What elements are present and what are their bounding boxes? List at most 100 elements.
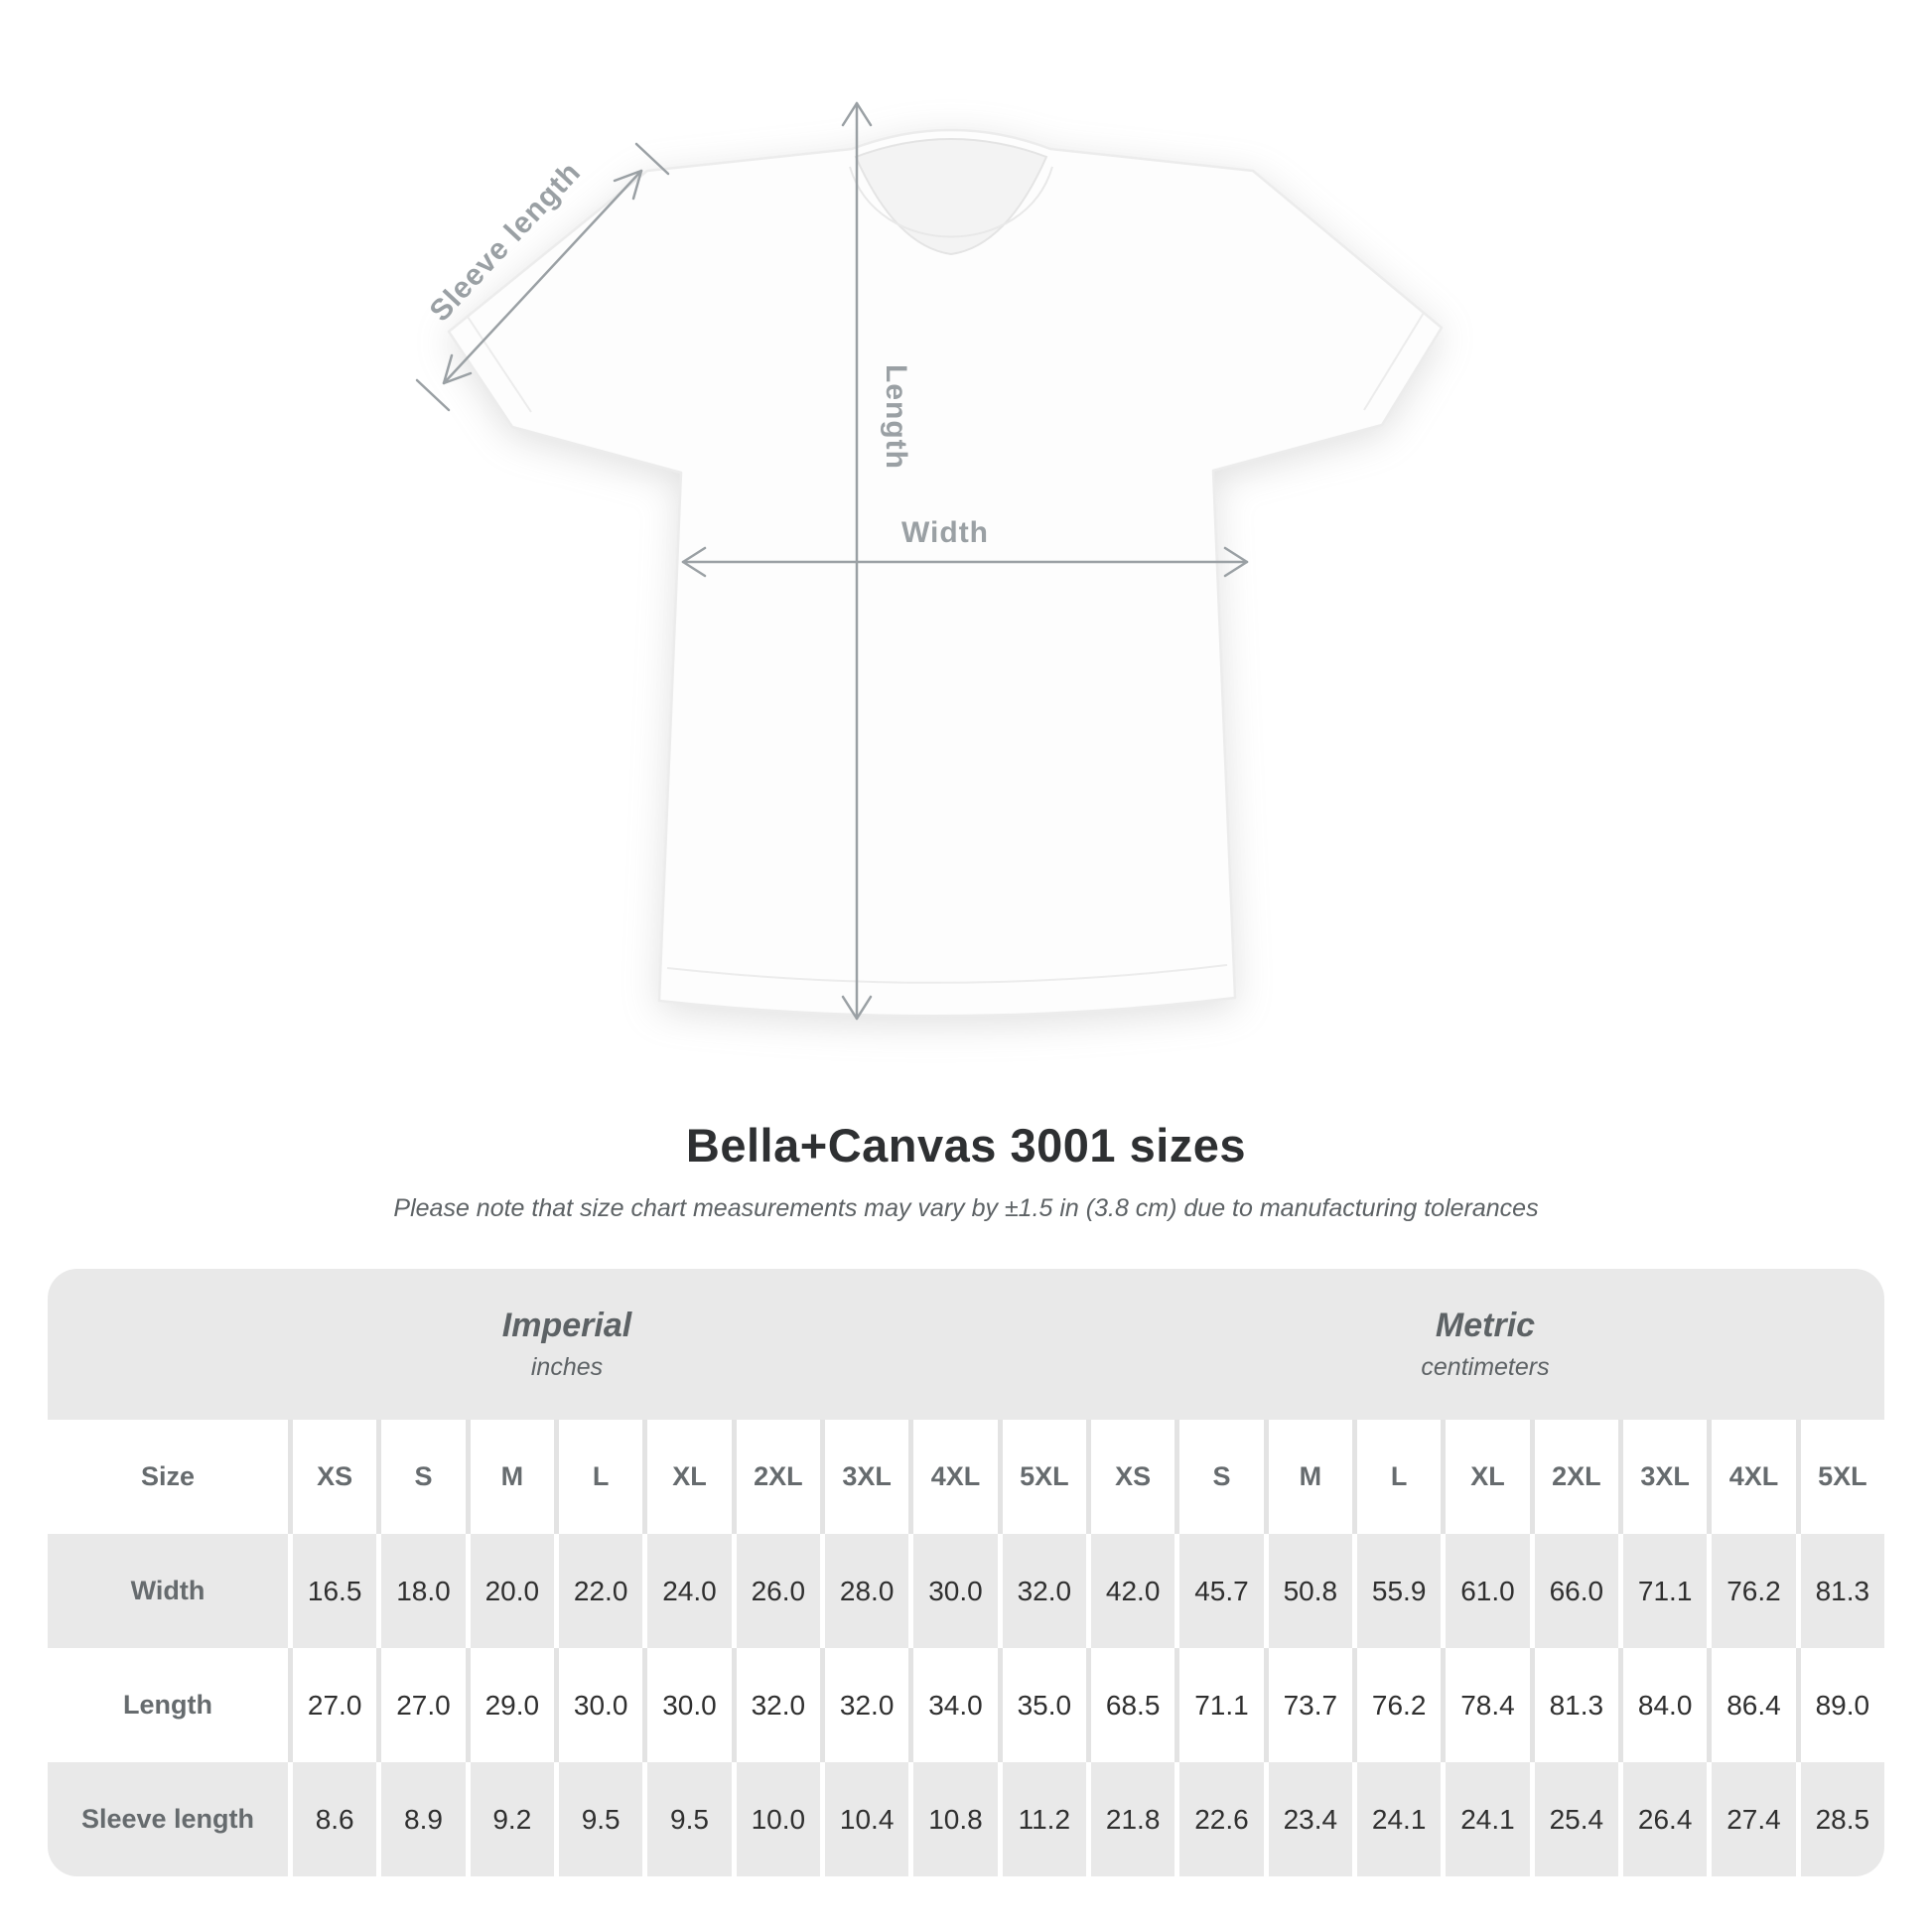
value-cell-metric: 42.0 [1086, 1534, 1175, 1648]
value-cell-imperial: 20.0 [465, 1534, 554, 1648]
value-cell-metric: 45.7 [1174, 1534, 1264, 1648]
size-header-imperial: XL [642, 1420, 731, 1534]
value-cell-metric: 89.0 [1795, 1648, 1884, 1762]
value-cell-metric: 24.1 [1352, 1762, 1442, 1876]
value-cell-imperial: 9.5 [554, 1762, 643, 1876]
value-cell-metric: 28.5 [1795, 1762, 1884, 1876]
length-row-label: Length [123, 1690, 212, 1720]
size-header-metric: L [1352, 1420, 1441, 1534]
value-cell-metric: 81.3 [1529, 1648, 1618, 1762]
value-cell-metric: 66.0 [1529, 1534, 1618, 1648]
width-row-label: Width [48, 1534, 288, 1648]
tolerance-note: Please note that size chart measurements… [393, 1194, 1539, 1222]
value-cell-metric: 26.4 [1618, 1762, 1708, 1876]
value-cell-metric: 55.9 [1352, 1534, 1442, 1648]
value-cell-imperial: 10.0 [731, 1762, 820, 1876]
value-cell-metric: 23.4 [1263, 1762, 1352, 1876]
unit-header-row: Imperial inches Metric centimeters [48, 1269, 1884, 1420]
size-header-metric: 4XL [1707, 1420, 1795, 1534]
size-header-metric: S [1174, 1420, 1263, 1534]
sleeve-length-row: Sleeve length 8.6 8.9 9.2 9.5 9.5 10.0 10.4 10.… [48, 1762, 1884, 1876]
value-cell-metric: 76.2 [1707, 1534, 1796, 1648]
tshirt-diagram: Sleeve length Length Width [415, 101, 1444, 1021]
value-cell-imperial: 10.8 [908, 1762, 998, 1876]
imperial-header: Imperial inches [48, 1269, 1086, 1420]
size-header-imperial: 4XL [908, 1420, 997, 1534]
value-cell-imperial: 9.2 [465, 1762, 554, 1876]
tshirt-neck-opening [854, 138, 1048, 256]
value-cell-metric: 71.1 [1618, 1534, 1708, 1648]
metric-label: Metric [1435, 1307, 1536, 1344]
size-column-header: Size [140, 1461, 196, 1491]
length-row: Length 27.0 27.0 29.0 30.0 30.0 32.0 32.0 34.0 3… [48, 1648, 1884, 1762]
size-header-imperial: L [554, 1420, 642, 1534]
size-header-imperial: 2XL [731, 1420, 820, 1534]
value-cell-imperial: 32.0 [731, 1648, 820, 1762]
value-cell-metric: 76.2 [1352, 1648, 1441, 1762]
tshirt-right-cuff-seam [1363, 312, 1425, 411]
value-cell-metric: 22.6 [1174, 1762, 1264, 1876]
value-cell-imperial: 30.0 [554, 1648, 642, 1762]
value-cell-imperial: 34.0 [908, 1648, 997, 1762]
value-cell-imperial: 24.0 [642, 1534, 732, 1648]
value-cell-imperial: 32.0 [820, 1648, 908, 1762]
value-cell-imperial: 18.0 [376, 1534, 466, 1648]
sleeve-length-row-label: Sleeve length [48, 1762, 288, 1876]
value-cell-imperial: 30.0 [642, 1648, 731, 1762]
value-cell-metric: 84.0 [1618, 1648, 1707, 1762]
width-arrow [681, 546, 1249, 578]
value-cell-metric: 78.4 [1441, 1648, 1529, 1762]
value-cell-imperial: 27.0 [288, 1648, 376, 1762]
page-title: Bella+Canvas 3001 sizes [685, 1119, 1247, 1172]
value-cell-imperial: 8.9 [376, 1762, 466, 1876]
size-table: Imperial inches Metric centimeters Size … [48, 1269, 1884, 1876]
value-cell-imperial: 32.0 [997, 1534, 1086, 1648]
value-cell-metric: 81.3 [1795, 1534, 1884, 1648]
metric-header: Metric centimeters [1086, 1269, 1884, 1420]
width-row: Width 16.5 18.0 20.0 22.0 24.0 26.0 28.0 30.0 32… [48, 1534, 1884, 1648]
value-cell-metric: 21.8 [1086, 1762, 1175, 1876]
size-header-imperial: S [376, 1420, 465, 1534]
value-cell-imperial: 22.0 [554, 1534, 643, 1648]
value-cell-imperial: 16.5 [288, 1534, 377, 1648]
size-header-row: Size XS S M L XL 2XL 3XL 4XL 5XL XS S M L XL 2XL 3XL 4XL… [48, 1420, 1884, 1534]
sleeve-length-arrow [415, 142, 670, 412]
size-header-metric: 3XL [1618, 1420, 1707, 1534]
size-header-metric: 5XL [1795, 1420, 1884, 1534]
value-cell-metric: 68.5 [1086, 1648, 1174, 1762]
value-cell-imperial: 35.0 [997, 1648, 1086, 1762]
value-cell-imperial: 8.6 [288, 1762, 377, 1876]
imperial-label: Imperial [501, 1307, 632, 1344]
size-header-metric: XL [1441, 1420, 1529, 1534]
value-cell-metric: 27.4 [1707, 1762, 1796, 1876]
value-cell-imperial: 27.0 [376, 1648, 465, 1762]
value-cell-metric: 73.7 [1263, 1648, 1352, 1762]
tshirt-hem-seam [666, 964, 1228, 984]
size-header-imperial: 3XL [820, 1420, 908, 1534]
size-header-metric: XS [1086, 1420, 1174, 1534]
value-cell-metric: 24.1 [1441, 1762, 1530, 1876]
value-cell-metric: 25.4 [1529, 1762, 1618, 1876]
value-cell-imperial: 26.0 [731, 1534, 820, 1648]
value-cell-imperial: 29.0 [465, 1648, 554, 1762]
metric-sublabel: centimeters [1421, 1353, 1550, 1381]
size-header-metric: M [1263, 1420, 1352, 1534]
value-cell-imperial: 30.0 [908, 1534, 998, 1648]
value-cell-metric: 86.4 [1707, 1648, 1795, 1762]
value-cell-metric: 50.8 [1263, 1534, 1352, 1648]
value-cell-metric: 61.0 [1441, 1534, 1530, 1648]
imperial-sublabel: inches [530, 1353, 604, 1381]
value-cell-imperial: 11.2 [997, 1762, 1086, 1876]
tshirt-body [447, 128, 1444, 1018]
size-header-imperial: XS [288, 1420, 376, 1534]
value-cell-imperial: 9.5 [642, 1762, 732, 1876]
tshirt-left-cuff-seam [467, 316, 532, 413]
width-label: Width [901, 516, 989, 549]
value-cell-metric: 71.1 [1174, 1648, 1263, 1762]
value-cell-imperial: 10.4 [820, 1762, 909, 1876]
value-cell-imperial: 28.0 [820, 1534, 909, 1648]
length-label: Length [880, 364, 912, 470]
size-header-imperial: M [465, 1420, 554, 1534]
size-header-imperial: 5XL [997, 1420, 1086, 1534]
